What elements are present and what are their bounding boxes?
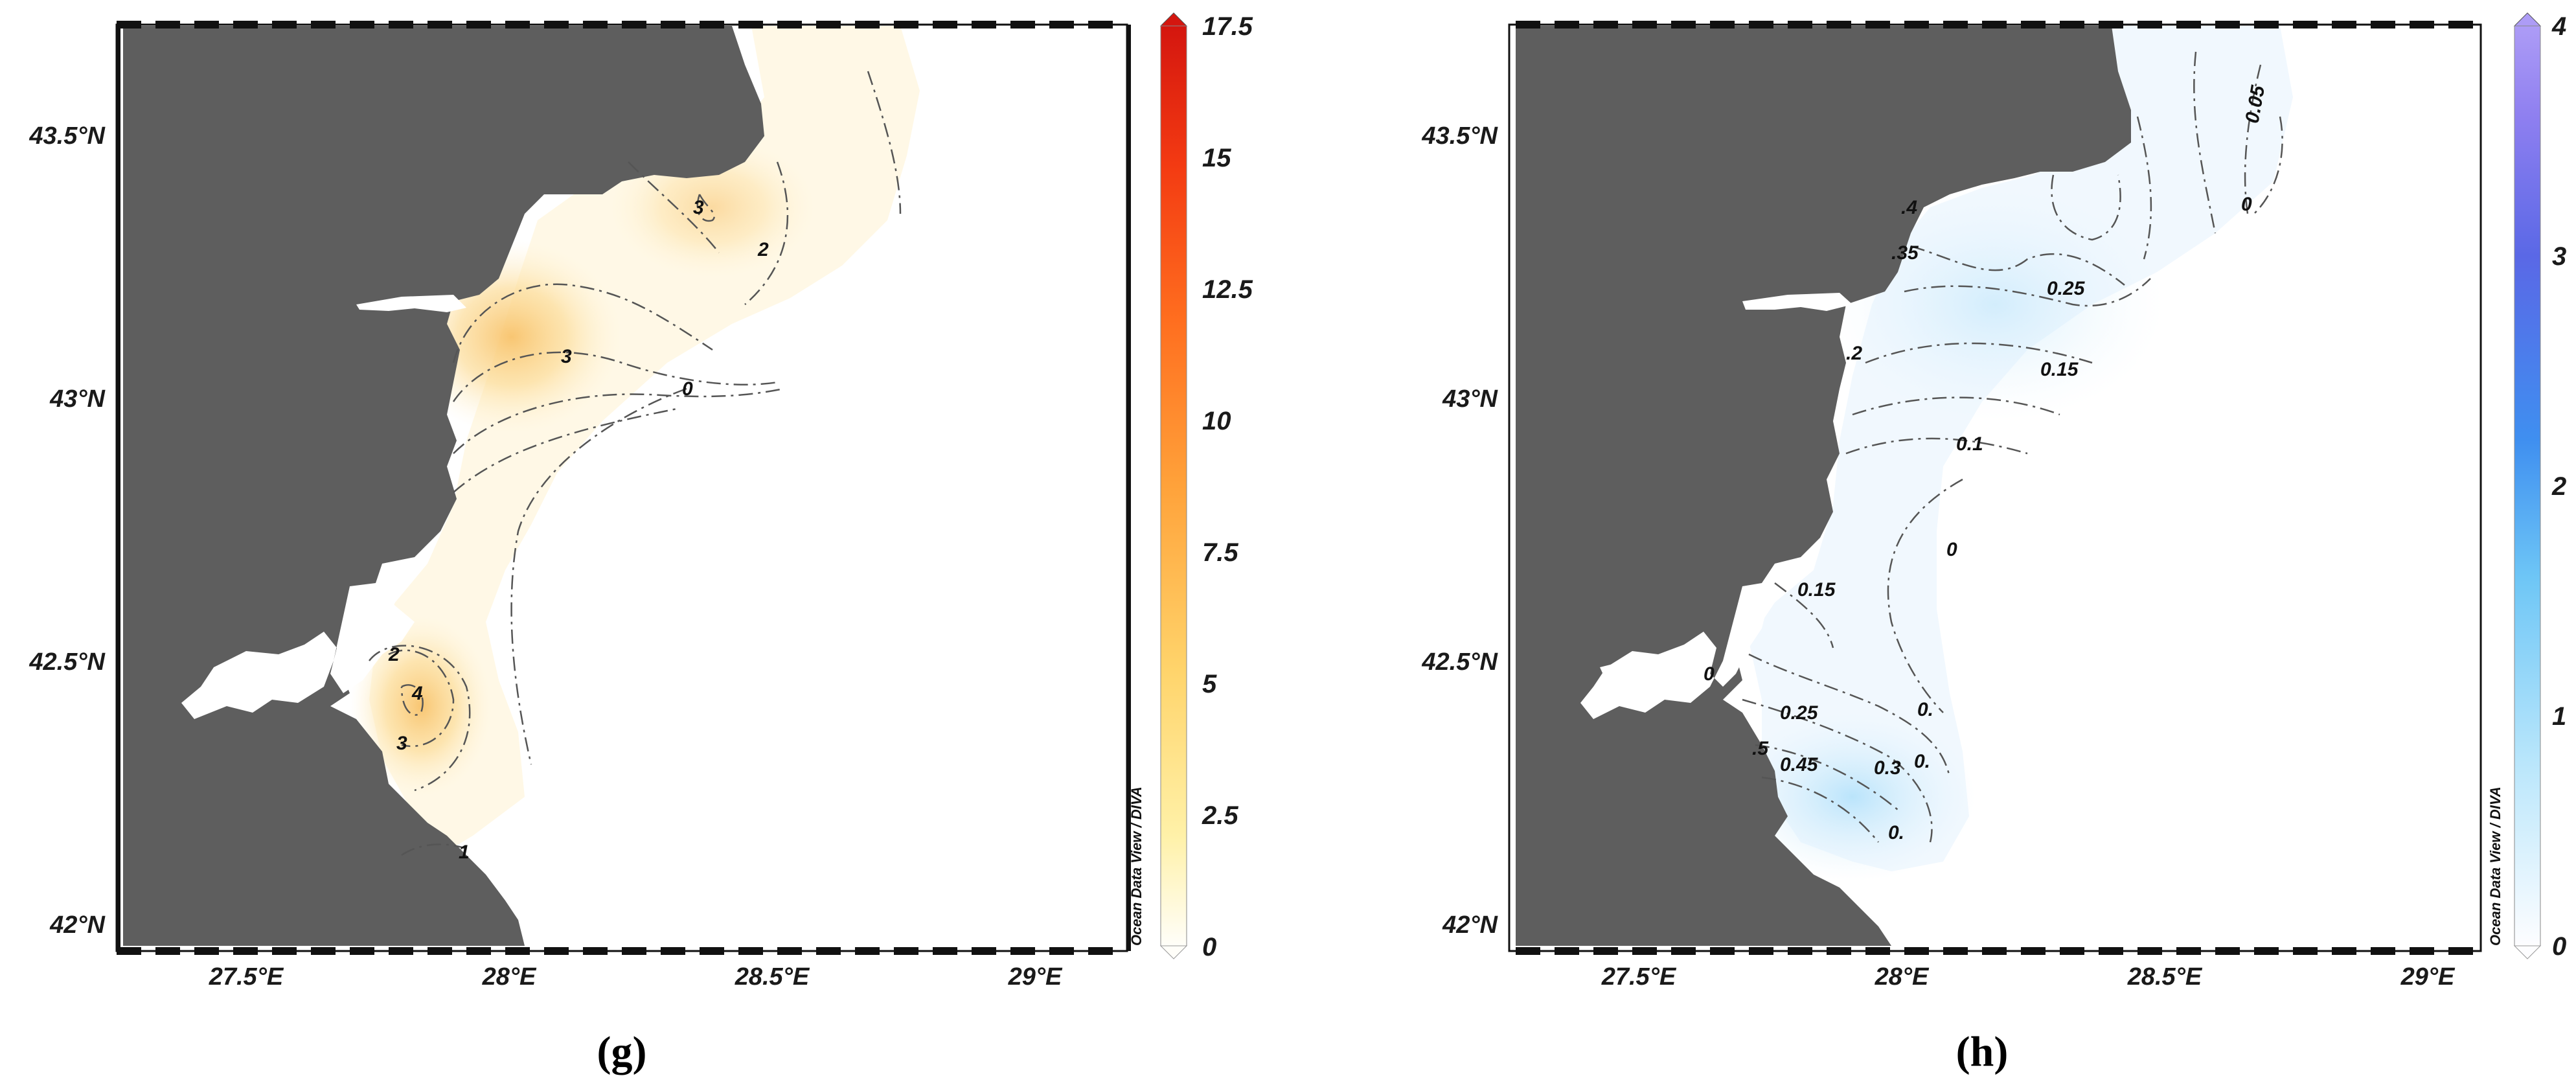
lat-label: 43°N	[49, 385, 106, 413]
colorbar-tick: 17.5	[1202, 12, 1253, 41]
contour-label: 0.25	[1780, 702, 1819, 724]
colorbar-tick: 3	[2552, 242, 2566, 271]
credit-label: Ocean Data View / DIVA	[2487, 786, 2503, 946]
lagoon-2	[181, 583, 415, 719]
lagoon-1	[356, 295, 466, 312]
lon-label: 28.5°E	[2127, 963, 2203, 991]
frame-ticks	[113, 21, 1131, 955]
colorbar-tick: 1	[2552, 702, 2566, 731]
contour-label: .35	[1891, 242, 1919, 264]
contour-lines	[369, 71, 902, 856]
contour-label: 0.45	[1780, 754, 1819, 775]
contour-label: 2	[388, 644, 400, 665]
contour-label: 0.3	[1874, 757, 1901, 779]
land-mass	[123, 26, 764, 946]
contour-labels: 3 2 3 0 2 4 3 1	[388, 197, 769, 863]
lat-label: 42°N	[49, 911, 106, 939]
panel-label-h: (h)	[1956, 1028, 2009, 1075]
colorbar-tick: 0	[1202, 933, 1216, 961]
contour-label: 0.	[1917, 699, 1933, 720]
colorbar-tick: 2	[2551, 472, 2566, 501]
contour-label: 3	[396, 733, 407, 754]
frame-ticks	[1505, 21, 2485, 955]
lon-label: 29°E	[2400, 963, 2456, 991]
lon-label: 28°E	[482, 963, 537, 991]
contour-label: 0.15	[2040, 359, 2079, 380]
credit-label: Ocean Data View / DIVA	[1128, 786, 1145, 946]
contour-lines	[1742, 51, 2283, 843]
hotspot-south	[350, 615, 492, 797]
contour-label: 4	[411, 683, 423, 704]
lagoon-2	[1580, 583, 1768, 719]
contour-label: .5	[1752, 738, 1769, 759]
contour-label: 0	[1704, 663, 1715, 685]
contour-label: 0	[682, 378, 693, 400]
panel-h: 0.05 0 .4 .35 0.25 .2 0.15 0.1 0 0.15 0 …	[1421, 12, 2566, 1075]
sea-field	[1749, 26, 2293, 871]
lat-label: 43.5°N	[1421, 122, 1498, 150]
contour-label: 1	[459, 842, 470, 863]
panel-label-g: (g)	[597, 1028, 647, 1075]
contour-label: 0	[2241, 194, 2252, 215]
lon-label: 27.5°E	[1601, 963, 1677, 991]
colorbar-tick: 2.5	[1202, 801, 1238, 830]
contour-label: 0.15	[1797, 579, 1836, 601]
lat-label: 42.5°N	[1421, 648, 1498, 676]
contour-label: 3	[693, 197, 704, 218]
colorbar-tick: 12.5	[1202, 275, 1253, 304]
lat-label: 42°N	[1442, 911, 1498, 939]
lagoon-3	[214, 661, 259, 682]
colorbar-tick: 4	[2551, 12, 2566, 41]
colorbar	[1159, 12, 1188, 959]
blue-region-south	[1729, 713, 1976, 881]
contour-label: 0.	[1888, 822, 1904, 843]
contour-labels: 0.05 0 .4 .35 0.25 .2 0.15 0.1 0 0.15 0 …	[1704, 83, 2269, 843]
colorbar-tick: 5	[1202, 670, 1217, 698]
lon-label: 29°E	[1008, 963, 1063, 991]
contour-label: 2	[757, 239, 769, 260]
colorbar	[2513, 12, 2542, 959]
land-mass	[1516, 26, 2131, 946]
lagoon-3	[1600, 661, 1645, 682]
panel-g: 3 2 3 0 2 4 3 1 43.5°N 43°N 42.5°N 42°N …	[28, 12, 1253, 1075]
colorbar-tick: 10	[1202, 407, 1231, 435]
colorbar-tick: 15	[1202, 144, 1231, 172]
contour-label: 0.1	[1956, 433, 1983, 455]
lon-label: 27.5°E	[209, 963, 284, 991]
contour-label: 0.	[1914, 751, 1930, 772]
lat-label: 42.5°N	[28, 648, 106, 676]
lat-label: 43.5°N	[28, 122, 106, 150]
lon-label: 28°E	[1875, 963, 1930, 991]
contour-label: .2	[1846, 343, 1862, 364]
contour-label: 0.25	[2047, 278, 2086, 299]
colorbar-tick: 0	[2552, 932, 2566, 961]
lagoon-1	[1742, 293, 1852, 311]
contour-label: 3	[561, 346, 572, 367]
lon-label: 28.5°E	[735, 963, 810, 991]
contour-label: 0	[1946, 539, 1957, 560]
lat-label: 43°N	[1442, 385, 1498, 413]
colorbar-tick: 7.5	[1202, 538, 1238, 567]
contour-label: .4	[1901, 197, 1917, 218]
